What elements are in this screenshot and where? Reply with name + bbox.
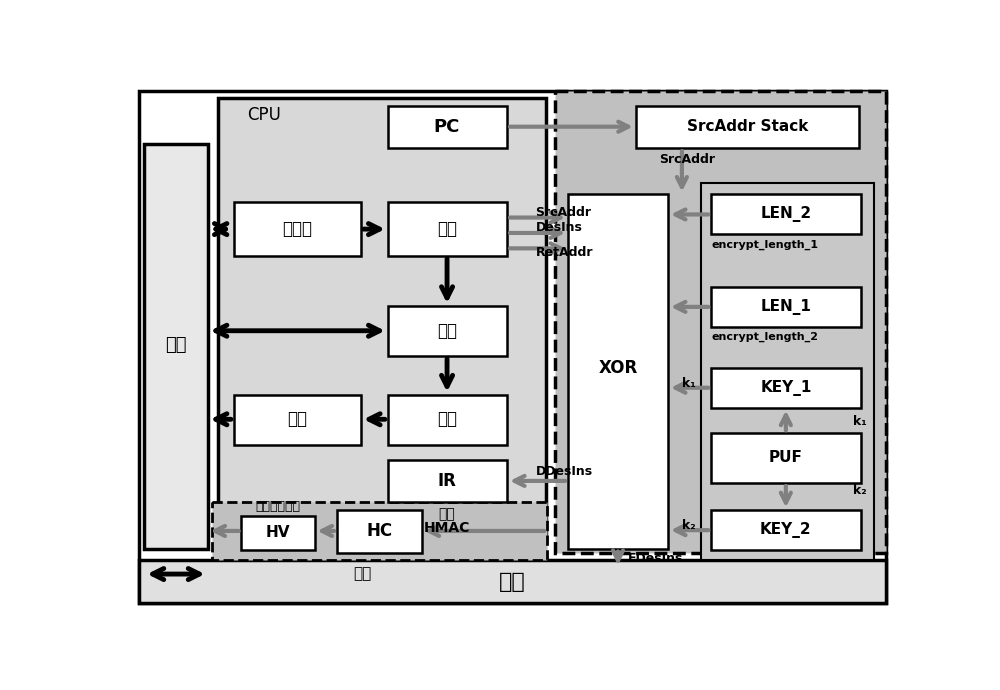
Text: SrcAddr: SrcAddr bbox=[659, 153, 715, 166]
Text: 比较: 比较 bbox=[353, 566, 371, 582]
Text: 访存: 访存 bbox=[437, 322, 457, 339]
Bar bbox=[144, 144, 208, 549]
Text: RetAddr: RetAddr bbox=[536, 246, 593, 259]
Bar bbox=[711, 433, 861, 483]
Bar bbox=[388, 202, 507, 256]
Text: encrypt_length_2: encrypt_length_2 bbox=[711, 332, 818, 342]
Text: 内存: 内存 bbox=[499, 572, 526, 592]
Text: HC: HC bbox=[366, 522, 392, 540]
Text: k₁: k₁ bbox=[853, 415, 867, 428]
Text: EDesIns: EDesIns bbox=[628, 552, 683, 565]
Text: CPU: CPU bbox=[247, 106, 281, 124]
Text: LEN_2: LEN_2 bbox=[760, 206, 811, 222]
Text: k₁: k₁ bbox=[682, 377, 696, 390]
Text: 提交: 提交 bbox=[287, 411, 307, 428]
Bar bbox=[337, 510, 422, 553]
Bar bbox=[388, 306, 507, 356]
Text: k₂: k₂ bbox=[682, 519, 696, 532]
Text: PUF: PUF bbox=[769, 451, 803, 465]
Bar bbox=[212, 502, 547, 560]
Bar bbox=[701, 183, 874, 560]
Text: HMAC: HMAC bbox=[424, 521, 470, 535]
Bar bbox=[711, 195, 861, 235]
Bar bbox=[234, 395, 361, 444]
Bar bbox=[711, 368, 861, 408]
Text: 存入函数栈中: 存入函数栈中 bbox=[255, 500, 300, 513]
Text: XOR: XOR bbox=[598, 359, 638, 377]
Bar bbox=[711, 287, 861, 327]
Text: SrcAddr Stack: SrcAddr Stack bbox=[687, 119, 808, 134]
Bar bbox=[388, 460, 507, 502]
Text: KEY_1: KEY_1 bbox=[760, 380, 812, 396]
Text: 计算: 计算 bbox=[439, 507, 455, 521]
Bar bbox=[388, 395, 507, 444]
Bar bbox=[139, 560, 886, 602]
Text: SrcAddr: SrcAddr bbox=[536, 206, 592, 219]
Bar bbox=[568, 195, 668, 549]
Bar bbox=[241, 515, 315, 550]
Text: KEY_2: KEY_2 bbox=[760, 522, 812, 538]
Text: IR: IR bbox=[438, 472, 456, 490]
Bar bbox=[234, 202, 361, 256]
Bar bbox=[711, 510, 861, 550]
Bar bbox=[218, 98, 546, 541]
Bar bbox=[636, 106, 859, 148]
Bar bbox=[555, 90, 886, 553]
Text: LEN_1: LEN_1 bbox=[760, 299, 811, 315]
Text: DDesIns: DDesIns bbox=[536, 465, 593, 478]
Text: 取指令: 取指令 bbox=[282, 220, 312, 238]
Text: DesIns: DesIns bbox=[536, 221, 582, 234]
Text: encrypt_length_1: encrypt_length_1 bbox=[711, 239, 818, 250]
Text: 执行: 执行 bbox=[437, 411, 457, 428]
Bar bbox=[388, 106, 507, 148]
Text: 缓存: 缓存 bbox=[165, 335, 187, 353]
Text: PC: PC bbox=[434, 118, 460, 136]
Text: HV: HV bbox=[265, 525, 290, 540]
Text: 解码: 解码 bbox=[437, 220, 457, 238]
Text: k₂: k₂ bbox=[853, 484, 867, 497]
